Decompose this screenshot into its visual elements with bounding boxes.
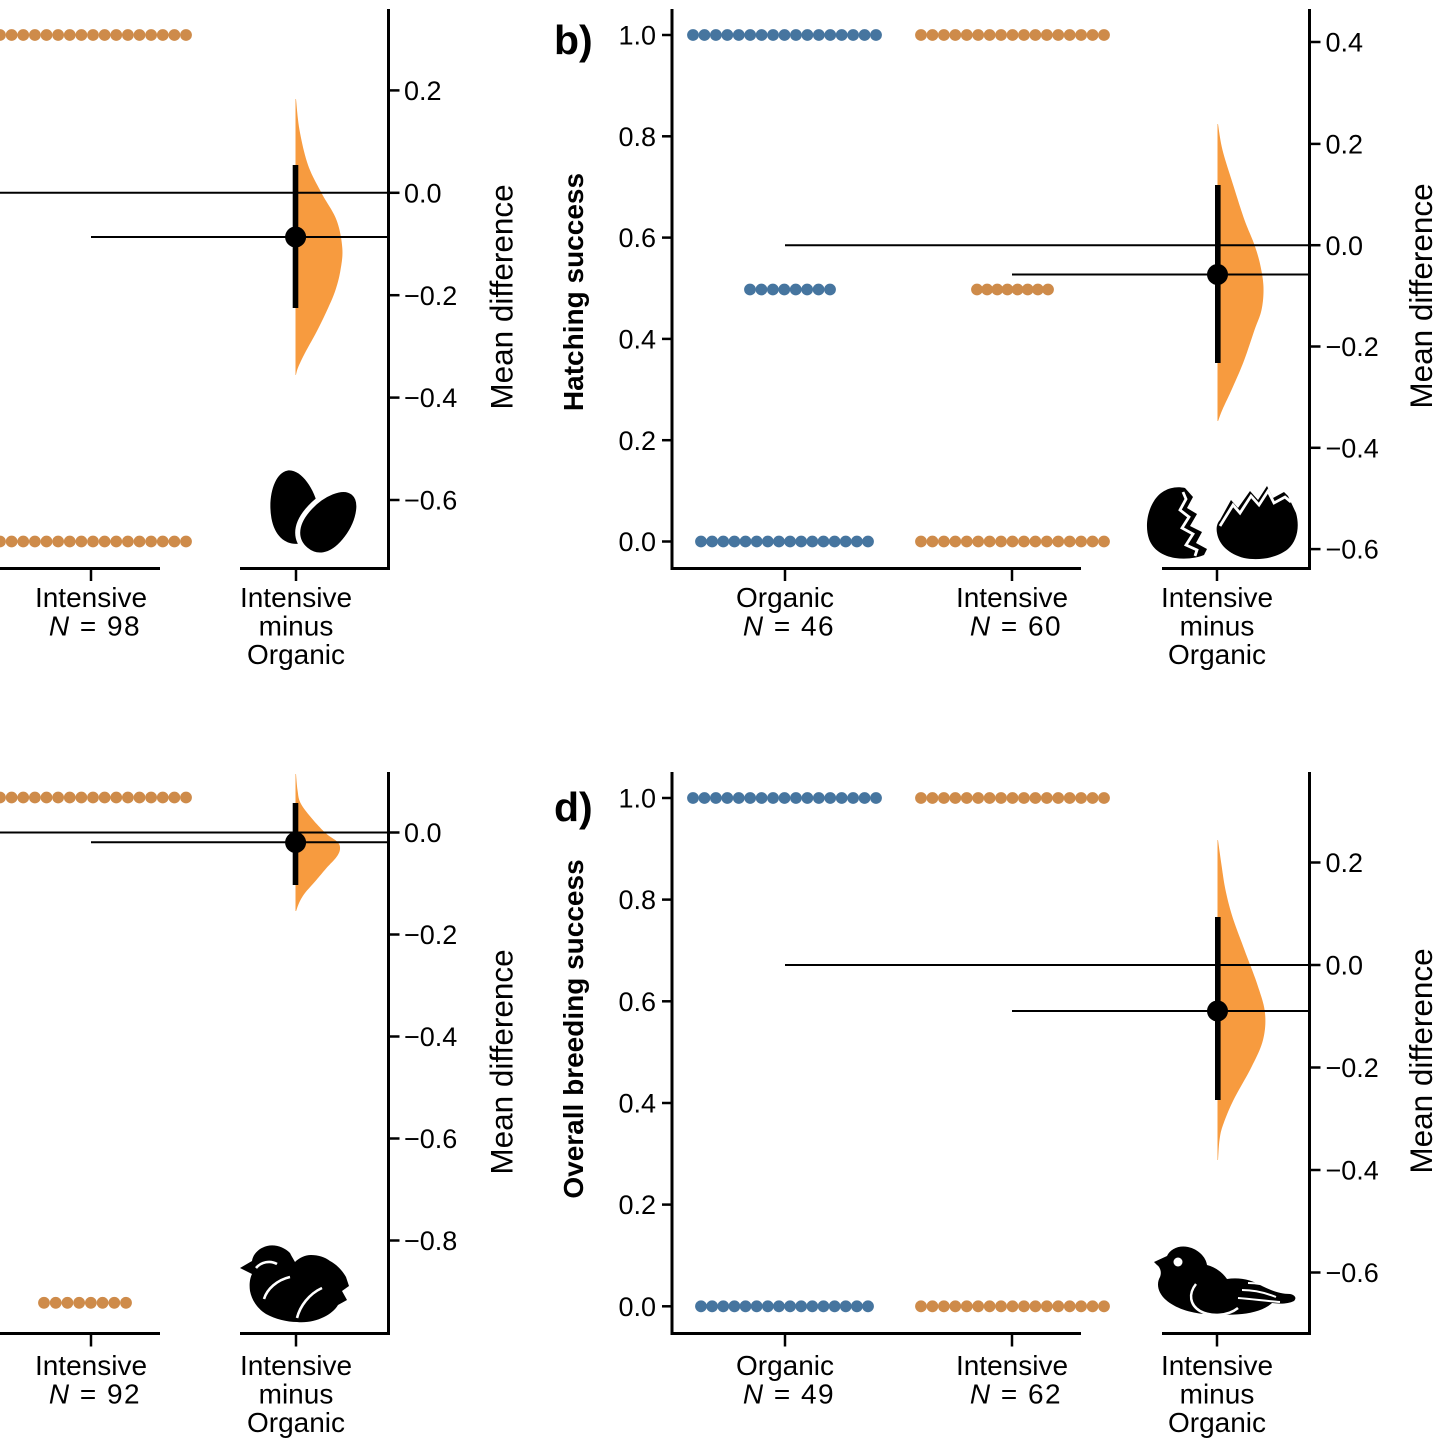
svg-text:0.6: 0.6 xyxy=(618,987,656,1017)
svg-text:Intensive: Intensive xyxy=(1161,1350,1273,1381)
svg-text:0.0: 0.0 xyxy=(618,527,656,557)
svg-text:−0.4: −0.4 xyxy=(404,383,457,413)
svg-text:−0.6: −0.6 xyxy=(404,1124,457,1154)
svg-text:Intensive: Intensive xyxy=(1161,582,1273,613)
svg-text:0.0: 0.0 xyxy=(1326,951,1364,981)
svg-text:Mean difference: Mean difference xyxy=(1403,948,1439,1173)
svg-text:−0.2: −0.2 xyxy=(1326,332,1379,362)
svg-text:0.4: 0.4 xyxy=(618,325,656,355)
svg-text:0.2: 0.2 xyxy=(404,76,442,106)
svg-text:0.2: 0.2 xyxy=(618,1190,656,1220)
svg-text:0.8: 0.8 xyxy=(618,885,656,915)
svg-text:Organic: Organic xyxy=(736,1350,834,1381)
svg-text:minus: minus xyxy=(259,1379,334,1410)
svg-text:Organic: Organic xyxy=(247,639,345,670)
svg-text:0.2: 0.2 xyxy=(1326,848,1364,878)
svg-text:Mean difference: Mean difference xyxy=(484,949,520,1174)
svg-text:Organic: Organic xyxy=(247,1407,345,1438)
svg-text:0.8: 0.8 xyxy=(618,122,656,152)
svg-text:Intensive: Intensive xyxy=(35,582,147,613)
svg-text:−0.4: −0.4 xyxy=(1326,433,1379,463)
svg-text:−0.4: −0.4 xyxy=(1326,1156,1379,1186)
svg-text:−0.2: −0.2 xyxy=(404,281,457,311)
svg-text:Organic: Organic xyxy=(736,582,834,613)
svg-text:−0.6: −0.6 xyxy=(404,486,457,516)
svg-text:Organic: Organic xyxy=(1168,1407,1266,1438)
svg-text:Intensive: Intensive xyxy=(956,582,1068,613)
svg-text:0.4: 0.4 xyxy=(618,1089,656,1119)
svg-text:1.0: 1.0 xyxy=(618,784,656,814)
svg-text:0.0: 0.0 xyxy=(404,178,442,208)
svg-text:Intensive: Intensive xyxy=(35,1350,147,1381)
svg-text:0.0: 0.0 xyxy=(404,818,442,848)
svg-text:d): d) xyxy=(554,784,593,830)
svg-text:minus: minus xyxy=(1180,1379,1255,1410)
svg-text:1.0: 1.0 xyxy=(618,21,656,51)
svg-text:N = 60: N = 60 xyxy=(970,611,1062,642)
svg-text:Mean difference: Mean difference xyxy=(1403,183,1439,408)
svg-text:N = 62: N = 62 xyxy=(970,1379,1062,1410)
svg-text:Hatching success: Hatching success xyxy=(558,173,589,411)
svg-text:Intensive: Intensive xyxy=(956,1350,1068,1381)
svg-text:0.6: 0.6 xyxy=(618,223,656,253)
svg-text:0.4: 0.4 xyxy=(1326,28,1364,58)
svg-text:−0.6: −0.6 xyxy=(1326,1258,1379,1288)
svg-text:N = 98: N = 98 xyxy=(49,611,141,642)
svg-text:−0.4: −0.4 xyxy=(404,1022,457,1052)
svg-text:0.2: 0.2 xyxy=(1326,130,1364,160)
svg-text:−0.2: −0.2 xyxy=(404,920,457,950)
svg-text:0.2: 0.2 xyxy=(618,426,656,456)
svg-text:Organic: Organic xyxy=(1168,639,1266,670)
svg-text:Mean difference: Mean difference xyxy=(484,184,520,409)
svg-text:minus: minus xyxy=(1180,611,1255,642)
svg-text:N = 46: N = 46 xyxy=(743,611,835,642)
svg-text:−0.8: −0.8 xyxy=(404,1226,457,1256)
svg-text:0.0: 0.0 xyxy=(1326,231,1364,261)
svg-text:N = 92: N = 92 xyxy=(49,1379,141,1410)
svg-text:N = 49: N = 49 xyxy=(743,1379,835,1410)
svg-text:−0.2: −0.2 xyxy=(1326,1053,1379,1083)
svg-text:minus: minus xyxy=(259,611,334,642)
svg-text:−0.6: −0.6 xyxy=(1326,535,1379,565)
svg-text:Intensive: Intensive xyxy=(240,1350,352,1381)
svg-text:Intensive: Intensive xyxy=(240,582,352,613)
svg-text:b): b) xyxy=(554,17,593,63)
svg-text:Overall breeding success: Overall breeding success xyxy=(558,859,589,1198)
svg-text:0.0: 0.0 xyxy=(618,1292,656,1322)
